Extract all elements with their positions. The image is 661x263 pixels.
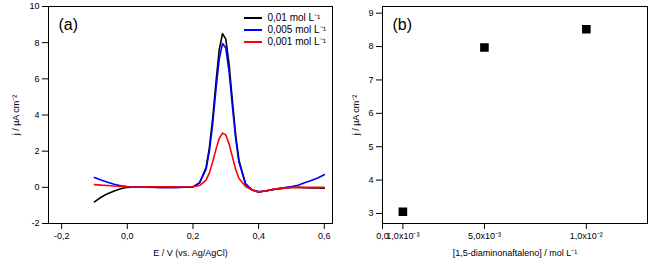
svg-text:2: 2 xyxy=(34,146,39,156)
svg-text:1,0x10⁻²: 1,0x10⁻² xyxy=(570,231,603,241)
html-text:0,01 mol L⁻¹: 0,01 mol L⁻¹ xyxy=(267,12,321,23)
svg-text:-2: -2 xyxy=(31,218,39,228)
svg-text:5,0x10⁻³: 5,0x10⁻³ xyxy=(468,231,501,241)
svg-text:j / µA cm⁻²: j / µA cm⁻² xyxy=(11,95,21,137)
svg-text:0,6: 0,6 xyxy=(318,231,331,241)
svg-text:0,0: 0,0 xyxy=(376,230,389,241)
svg-text:6: 6 xyxy=(368,108,373,118)
svg-text:6: 6 xyxy=(34,74,39,84)
svg-text:j / µA cm⁻²: j / µA cm⁻² xyxy=(351,95,361,137)
svg-text:1,0x10⁻³: 1,0x10⁻³ xyxy=(386,231,419,241)
svg-text:(b): (b) xyxy=(393,16,413,33)
svg-text:7: 7 xyxy=(368,75,373,85)
svg-text:10: 10 xyxy=(29,1,39,11)
svg-text:8: 8 xyxy=(368,41,373,51)
svg-text:5: 5 xyxy=(368,142,373,152)
svg-text:0,0: 0,0 xyxy=(121,231,134,241)
svg-text:[1,5-diaminonaftaleno] / mol L: [1,5-diaminonaftaleno] / mol L⁻¹ xyxy=(453,248,578,258)
svg-text:4: 4 xyxy=(34,110,39,120)
svg-text:0,2: 0,2 xyxy=(187,231,200,241)
svg-text:8: 8 xyxy=(34,38,39,48)
html-text:0,001 mol L⁻¹: 0,001 mol L⁻¹ xyxy=(267,36,326,47)
svg-text:(a): (a) xyxy=(59,16,79,33)
svg-text:0: 0 xyxy=(34,182,39,192)
svg-text:0,4: 0,4 xyxy=(252,231,265,241)
svg-text:-0,2: -0,2 xyxy=(54,231,70,241)
html-text:0,005 mol L⁻¹: 0,005 mol L⁻¹ xyxy=(267,24,326,35)
svg-text:4: 4 xyxy=(368,175,373,185)
svg-text:E / V (vs. Ag/AgCl): E / V (vs. Ag/AgCl) xyxy=(153,248,228,258)
svg-text:9: 9 xyxy=(368,8,373,18)
svg-text:3: 3 xyxy=(368,208,373,218)
